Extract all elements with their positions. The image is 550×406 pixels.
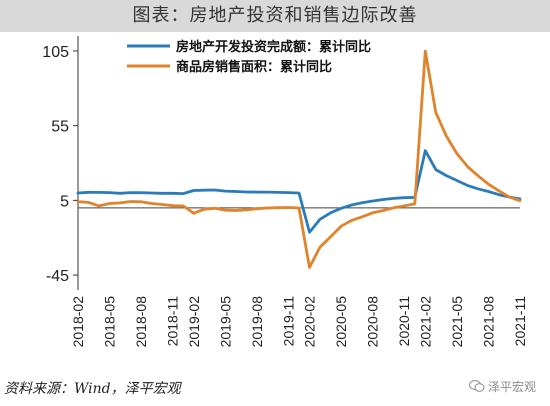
y-tick-label: 105 [42,44,69,61]
chart-title: 图表：房地产投资和销售边际改善 [132,5,418,26]
series-line-1 [76,149,522,234]
x-tick-label: 2021-02 [417,296,433,348]
x-tick-label: 2021-05 [449,296,465,348]
series-line-2 [76,49,522,269]
x-tick-label: 2019-08 [249,296,265,348]
legend-label-2: 商品房销售面积：累计同比 [176,59,332,75]
y-tick-label: 5 [60,193,69,210]
x-tick-label: 2020-11 [396,296,412,347]
title-bar [0,0,550,32]
x-tick-label: 2020-02 [302,296,318,348]
watermark: 泽平宏观 [468,378,536,396]
wechat-icon [468,379,485,396]
x-tick-label: 2019-02 [186,296,202,348]
x-tick-label: 2018-08 [133,296,149,348]
x-tick-label: 2019-05 [217,296,233,348]
watermark-label: 泽平宏观 [487,380,536,394]
x-tick-label: 2021-08 [480,296,496,348]
x-tick-label: 2020-05 [333,296,349,348]
source-note: 资料来源：Wind，泽平宏观 [4,381,181,397]
x-tick-label: 2019-11 [280,296,296,347]
x-tick-label: 2018-02 [70,296,86,348]
x-tick-label: 2018-11 [165,296,181,347]
y-tick-label: -45 [46,268,69,285]
y-tick-label: 55 [51,119,69,136]
x-tick-label: 2021-11 [512,296,528,347]
x-tick-label: 2020-08 [365,296,381,348]
x-tick-label: 2018-05 [102,296,118,348]
legend-label-1: 房地产开发投资完成额：累计同比 [176,39,371,55]
